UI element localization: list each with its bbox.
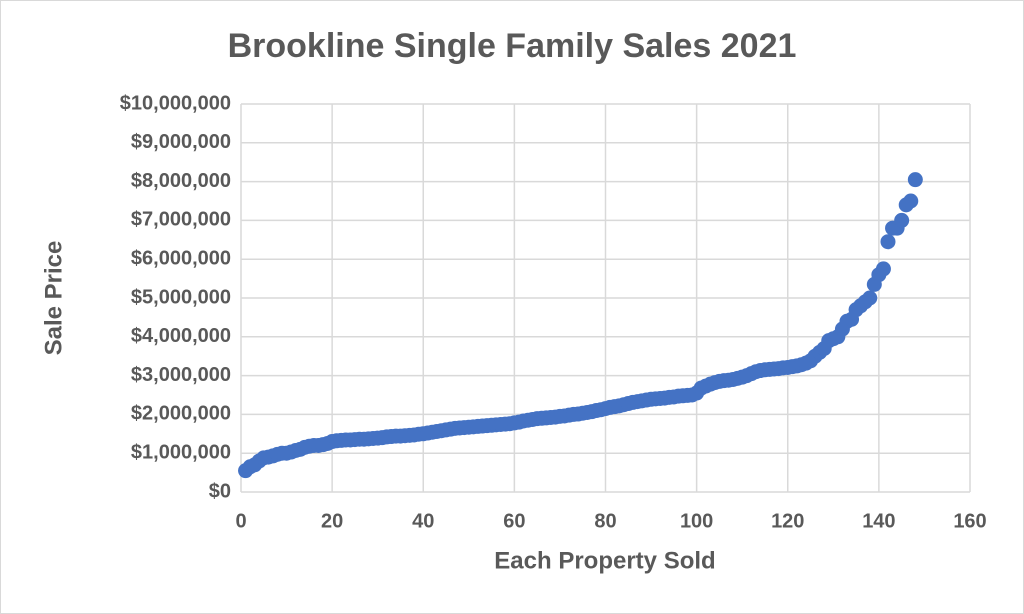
data-point: [880, 234, 896, 250]
x-tick-label: 20: [321, 510, 343, 532]
data-point: [894, 212, 910, 228]
y-tick-label: $0: [209, 480, 231, 502]
data-point: [903, 193, 919, 209]
y-tick-label: $8,000,000: [131, 170, 231, 192]
data-point: [875, 261, 891, 277]
x-tick-label: 40: [412, 510, 434, 532]
y-tick-label: $1,000,000: [131, 441, 231, 463]
y-tick-label: $6,000,000: [131, 247, 231, 269]
x-tick-label: 160: [953, 510, 986, 532]
y-tick-label: $7,000,000: [131, 209, 231, 231]
x-tick-label: 100: [680, 510, 713, 532]
y-axis-title: Sale Price: [40, 241, 67, 356]
x-tick-label: 120: [771, 510, 804, 532]
y-tick-label: $4,000,000: [131, 325, 231, 347]
data-point: [862, 290, 878, 306]
y-tick-label: $5,000,000: [131, 286, 231, 308]
y-tick-label: $10,000,000: [120, 92, 231, 114]
x-tick-label: 140: [862, 510, 895, 532]
y-tick-label: $3,000,000: [131, 364, 231, 386]
data-point: [907, 172, 923, 188]
y-tick-label: $2,000,000: [131, 403, 231, 425]
y-tick-label: $9,000,000: [131, 131, 231, 153]
x-tick-label: 60: [503, 510, 525, 532]
x-axis-title: Each Property Sold: [494, 547, 715, 574]
x-tick-label: 80: [594, 510, 616, 532]
x-tick-label: 0: [235, 510, 246, 532]
chart-title: Brookline Single Family Sales 2021: [228, 27, 797, 65]
